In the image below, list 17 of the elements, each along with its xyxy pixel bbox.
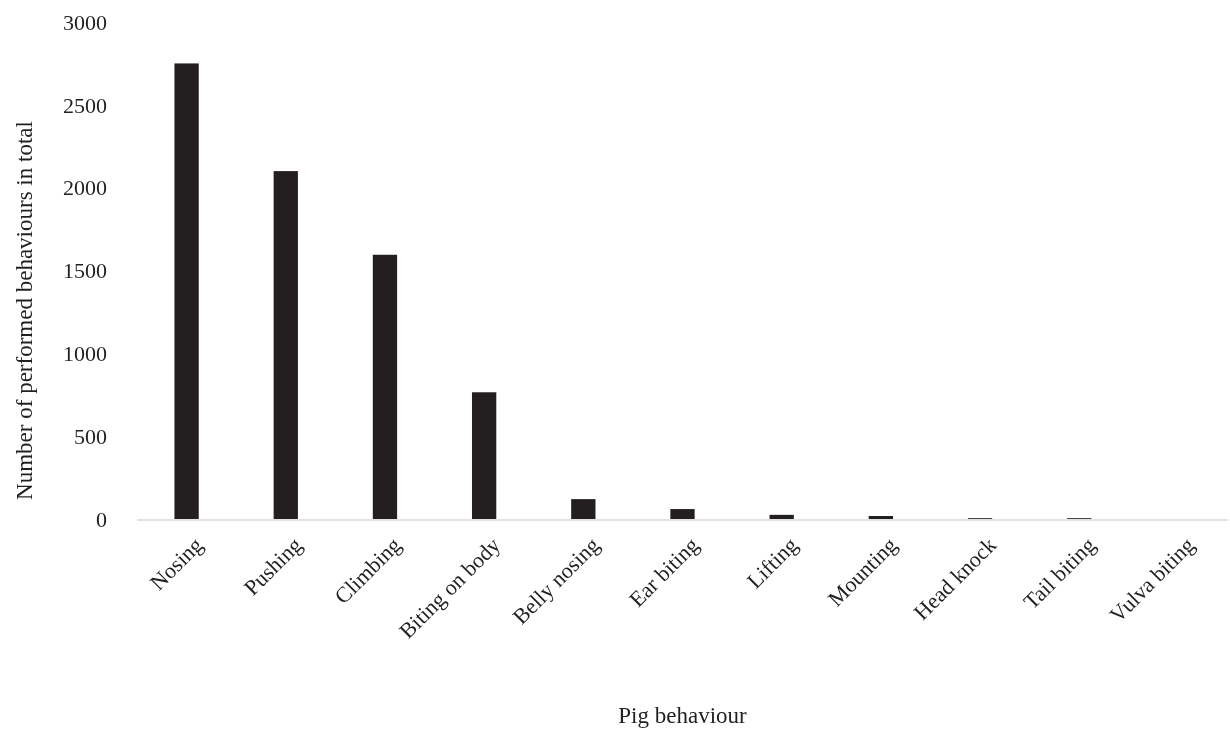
- bar: [769, 514, 794, 519]
- y-tick-label: 1000: [63, 341, 107, 367]
- y-tick-label: 500: [74, 423, 107, 449]
- x-axis-title: Pig behaviour: [618, 703, 748, 728]
- bar: [471, 392, 497, 519]
- bar: [372, 254, 398, 519]
- bar: [670, 509, 695, 519]
- y-tick-label: 1500: [63, 258, 107, 284]
- y-tick-label: 3000: [63, 9, 107, 35]
- bar: [273, 171, 298, 519]
- y-tick-label: 0: [96, 506, 107, 532]
- bar: [174, 63, 199, 519]
- bar: [868, 516, 894, 519]
- y-tick-label: 2500: [63, 92, 107, 118]
- y-axis-title: Number of performed behaviours in total: [12, 121, 37, 500]
- bar: [571, 499, 596, 519]
- y-tick-label: 2000: [63, 175, 107, 201]
